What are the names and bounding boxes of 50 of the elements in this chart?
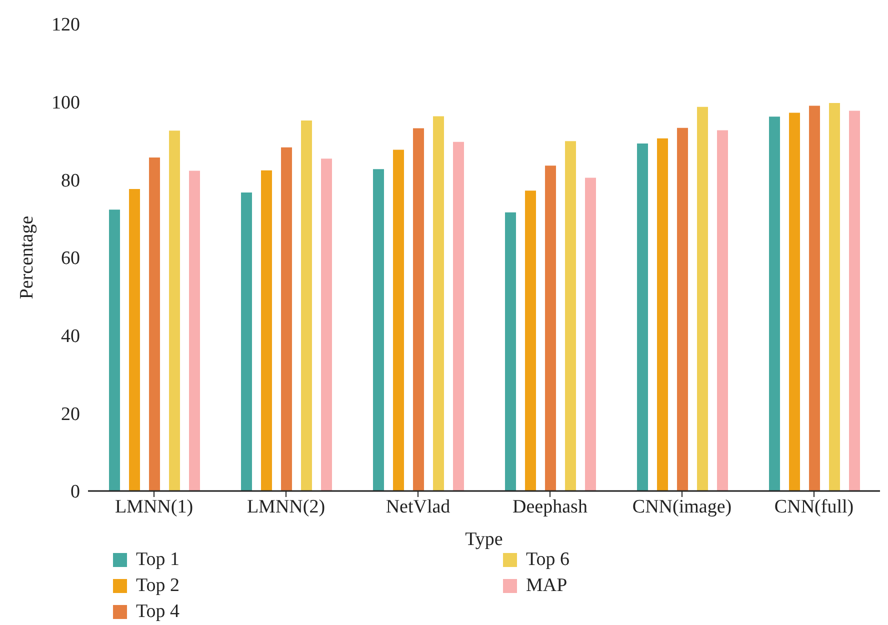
bar [373,169,384,491]
legend-label: MAP [526,575,568,597]
x-tick-label: Deephash [512,496,588,518]
x-tick-label: CNN(image) [632,496,732,518]
bar [717,130,728,491]
bar [809,106,820,491]
bar [525,190,536,491]
y-tick-label: 40 [61,326,80,348]
bar [241,192,252,491]
x-tick-label: CNN(full) [774,496,854,518]
bar [657,138,668,491]
bar [261,170,272,491]
y-tick-label: 20 [61,404,80,425]
bar [789,112,800,491]
bar [565,141,576,491]
bar [677,128,688,491]
x-tick-label: NetVlad [386,496,451,518]
legend-label: Top 1 [136,549,180,571]
bar [169,130,180,491]
bar [545,166,556,491]
legend-label: Top 6 [526,549,570,571]
bar [109,210,120,491]
bar [453,142,464,491]
bar [129,189,140,491]
bar [849,110,860,491]
bar [149,157,160,491]
legend-label: Top 4 [136,601,180,623]
bar [637,143,648,491]
x-tick-label: LMNN(1) [114,496,194,518]
bar [433,116,444,491]
y-tick-label: 100 [52,92,80,114]
bar [321,158,332,491]
y-axis-title: Percentage [16,216,38,300]
bar [301,120,312,491]
bar [281,147,292,491]
bar [393,150,404,491]
y-tick-label: 0 [70,482,80,503]
bar [505,212,516,491]
x-axis-title: Type [465,529,503,550]
bar [697,106,708,491]
y-tick-label: 60 [61,248,80,270]
bar [413,128,424,491]
x-tick-label: LMNN(2) [246,496,326,518]
bar [769,116,780,491]
legend-label: Top 2 [136,575,180,597]
y-tick-label: 120 [52,14,80,36]
y-tick-label: 80 [61,170,80,192]
bar [585,178,596,491]
bar [189,170,200,491]
bar [829,103,840,491]
